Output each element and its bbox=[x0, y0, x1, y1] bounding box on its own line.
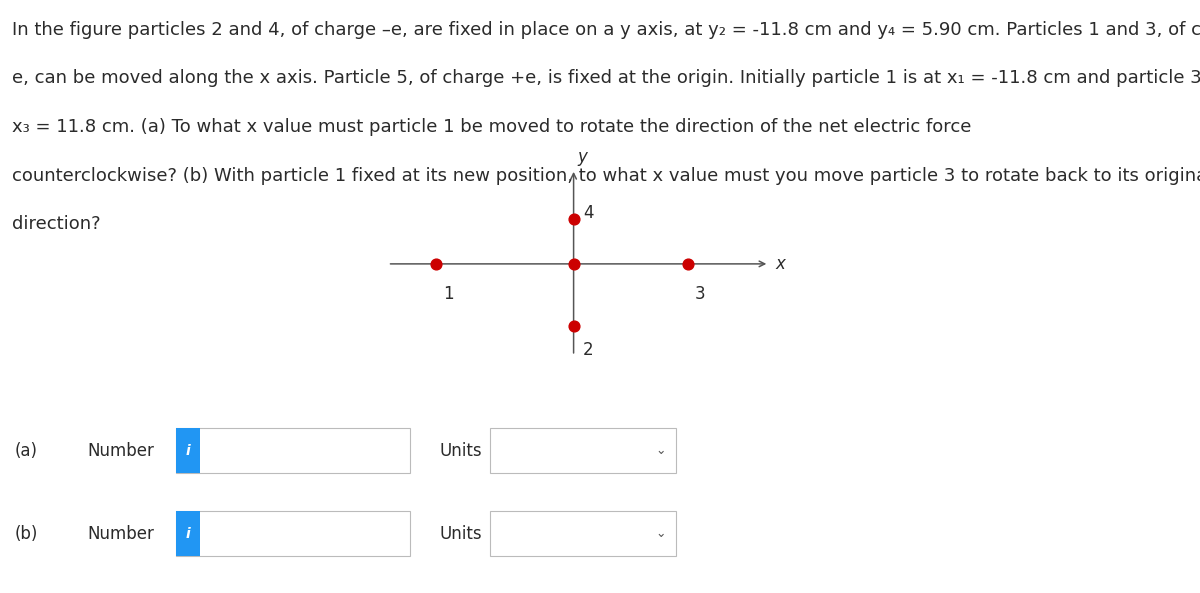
Text: Number: Number bbox=[88, 525, 155, 543]
Point bbox=[564, 215, 583, 224]
Text: y: y bbox=[577, 148, 587, 166]
Text: x₃ = 11.8 cm. (a) To what x value must particle 1 be moved to rotate the directi: x₃ = 11.8 cm. (a) To what x value must p… bbox=[12, 118, 977, 136]
Text: i: i bbox=[186, 444, 191, 458]
Point bbox=[678, 259, 697, 269]
Text: Units: Units bbox=[439, 442, 482, 460]
FancyBboxPatch shape bbox=[176, 511, 410, 556]
Text: Units: Units bbox=[439, 525, 482, 543]
Text: counterclockwise? (b) With particle 1 fixed at its new position, to what x value: counterclockwise? (b) With particle 1 fi… bbox=[12, 167, 1200, 184]
Text: 2: 2 bbox=[583, 341, 594, 359]
Text: i: i bbox=[186, 527, 191, 541]
Text: (b): (b) bbox=[14, 525, 37, 543]
FancyBboxPatch shape bbox=[490, 428, 676, 473]
FancyBboxPatch shape bbox=[176, 428, 200, 473]
Text: Number: Number bbox=[88, 442, 155, 460]
Text: x: x bbox=[775, 255, 785, 273]
FancyBboxPatch shape bbox=[490, 511, 676, 556]
FancyBboxPatch shape bbox=[176, 428, 410, 473]
Point bbox=[564, 321, 583, 331]
Text: 1: 1 bbox=[443, 285, 454, 302]
Text: 4: 4 bbox=[583, 205, 594, 222]
Point bbox=[426, 259, 445, 269]
FancyBboxPatch shape bbox=[176, 511, 200, 556]
Text: (a): (a) bbox=[14, 442, 37, 460]
Text: ⌄: ⌄ bbox=[655, 527, 666, 540]
Text: e, can be moved along the x axis. Particle 5, of charge +e, is fixed at the orig: e, can be moved along the x axis. Partic… bbox=[12, 69, 1200, 87]
Point bbox=[564, 259, 583, 269]
Text: direction?: direction? bbox=[12, 215, 101, 233]
Text: ⌄: ⌄ bbox=[655, 444, 666, 457]
Text: 3: 3 bbox=[695, 285, 706, 302]
Text: In the figure particles 2 and 4, of charge –e, are fixed in place on a y axis, a: In the figure particles 2 and 4, of char… bbox=[12, 21, 1200, 39]
